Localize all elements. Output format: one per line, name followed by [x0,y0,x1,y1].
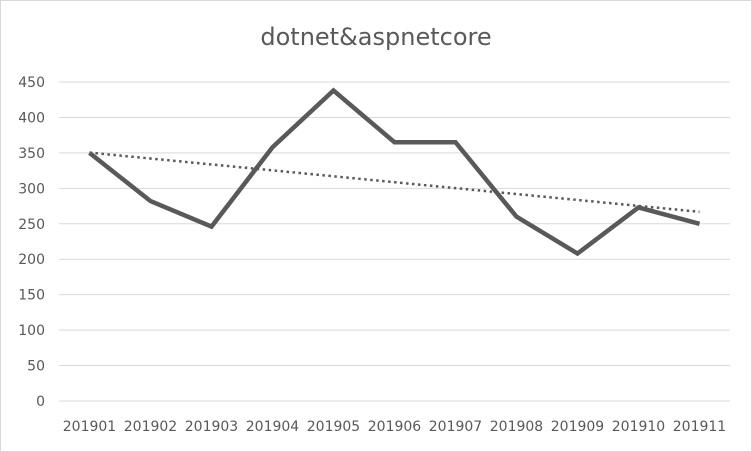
x-tick-label: 201909 [551,419,604,435]
trendline [89,151,700,214]
y-tick-label: 50 [27,359,45,375]
trendline-layer [89,151,700,214]
series-layer [88,87,701,257]
y-tick-label: 300 [18,181,45,197]
x-tick-label: 201904 [246,419,300,435]
x-axis-ticks: 201901 201902 201903 201904 201905 201906 2019… [63,419,726,435]
y-tick-label: 100 [18,323,45,339]
chart-title: dotnet&aspnetcore [260,23,491,51]
x-tick-label: 201902 [124,419,177,435]
gridlines [59,81,730,402]
x-tick-label: 201905 [307,419,360,435]
x-tick-label: 201910 [612,419,665,435]
y-tick-label: 0 [36,394,45,410]
y-tick-label: 400 [18,110,45,126]
y-tick-label: 200 [18,252,45,268]
x-tick-label: 201901 [63,419,116,435]
series-line [88,87,701,257]
x-tick-label: 201903 [185,419,238,435]
x-tick-label: 201907 [429,419,482,435]
y-tick-label: 150 [18,288,45,304]
y-tick-label: 350 [18,146,45,162]
y-tick-label: 250 [18,217,45,233]
y-axis-ticks: 0 50 100 150 200 250 300 350 400 450 [18,75,45,410]
x-tick-label: 201906 [368,419,422,435]
y-tick-label: 450 [18,75,45,91]
x-tick-label: 201908 [490,419,543,435]
x-tick-label: 201911 [673,419,726,435]
